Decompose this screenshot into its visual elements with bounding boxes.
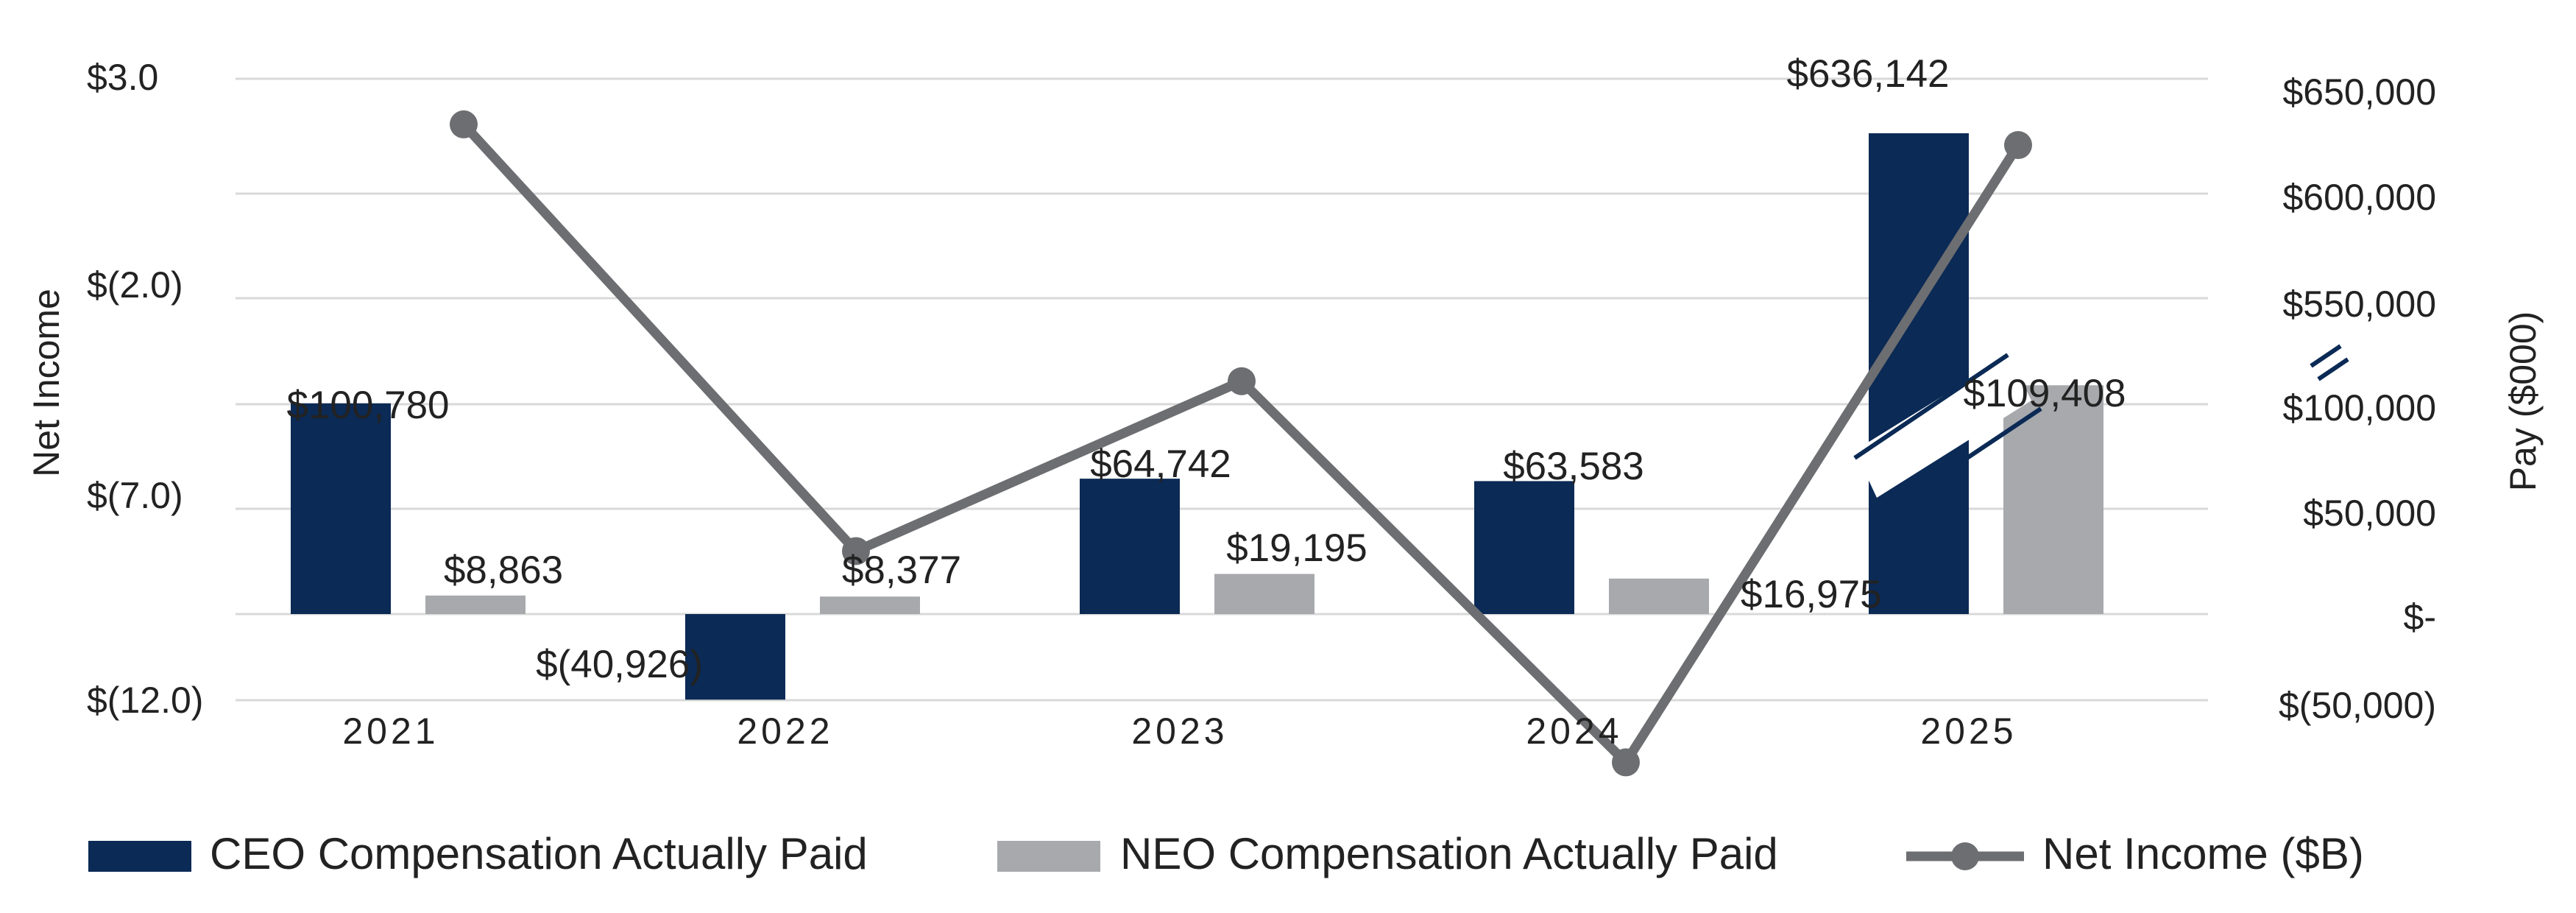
neo-bar-2021 — [425, 595, 526, 614]
neo-data-label-2024: $16,975 — [1741, 573, 1882, 616]
ceo-data-label-2024: $63,583 — [1503, 445, 1644, 488]
net-income-point-2025 — [2004, 131, 2032, 160]
axis-break-slash-1 — [2310, 344, 2342, 368]
legend-swatch-neo — [997, 841, 1100, 872]
left-tick-label: $3.0 — [87, 57, 158, 98]
right-tick-label: $650,000 — [2282, 71, 2436, 113]
right-tick-label: $100,000 — [2282, 387, 2436, 429]
right-tick-label: $550,000 — [2282, 283, 2436, 325]
right-tick-label: $600,000 — [2282, 177, 2436, 218]
x-tick-label-2025: 2025 — [1920, 711, 2017, 752]
axis-break-slash-2 — [2317, 357, 2349, 381]
net-income-line-layer — [450, 110, 2032, 777]
chart-text: $100,780 $(40,926) $64,742 $63,583 $636,142 $… — [26, 52, 2544, 752]
net-income-point-2021 — [450, 110, 478, 138]
net-income-point-2024 — [1612, 748, 1640, 777]
ceo-bar-2023 — [1080, 479, 1180, 614]
ceo-bar-2022 — [685, 614, 785, 700]
legend-swatch-ceo — [88, 841, 191, 872]
left-tick-label: $(2.0) — [87, 264, 183, 306]
legend: CEO Compensation Actually Paid NEO Compen… — [88, 829, 2364, 878]
net-income-point-2022 — [842, 537, 870, 565]
neo-bar-2025 — [2003, 385, 2103, 614]
legend-label-neo: NEO Compensation Actually Paid — [1120, 829, 1778, 878]
x-tick-label-2022: 2022 — [737, 711, 833, 752]
ceo-bar-2025 — [1869, 133, 1969, 614]
bar-break-line-bottom — [1886, 406, 2042, 513]
net-income-point-2023 — [1228, 367, 1256, 395]
legend-label-net-income: Net Income ($B) — [2042, 829, 2364, 878]
ceo-data-label-2021: $100,780 — [286, 384, 449, 427]
neo-data-label-2022: $8,377 — [842, 549, 961, 592]
x-tick-label-2024: 2024 — [1526, 711, 1622, 752]
axis-break — [1853, 344, 2349, 513]
left-tick-label: $(12.0) — [87, 680, 203, 721]
legend-label-ceo: CEO Compensation Actually Paid — [210, 829, 868, 878]
neo-data-label-2023: $19,195 — [1226, 526, 1367, 570]
neo-bar-2022 — [820, 596, 920, 614]
x-tick-label-2023: 2023 — [1131, 711, 1228, 752]
ceo-data-label-2025: $636,142 — [1786, 52, 1949, 96]
neo-data-label-2021: $8,863 — [444, 549, 563, 592]
ceo-data-label-2023: $64,742 — [1090, 443, 1231, 486]
legend-swatch-marker — [1951, 842, 1979, 870]
ceo-data-label-2022: $(40,926) — [536, 643, 703, 686]
left-tick-label: $(7.0) — [87, 475, 183, 516]
ceo-bar-2021 — [291, 403, 391, 614]
bar-break-line-top — [1853, 353, 2009, 460]
left-axis-title: Net Income — [26, 289, 67, 477]
neo-bar-2023 — [1214, 574, 1314, 614]
neo-bar-2024 — [1609, 578, 1709, 614]
bars — [291, 133, 2103, 700]
ceo-bar-2024 — [1474, 481, 1574, 614]
bar-break-gap — [1855, 355, 2031, 498]
x-tick-label-2021: 2021 — [342, 711, 439, 752]
right-axis-title: Pay ($000) — [2502, 311, 2544, 492]
right-tick-label: $(50,000) — [2279, 685, 2436, 726]
right-tick-label: $50,000 — [2303, 493, 2436, 534]
neo-data-label-2025: $109,408 — [1963, 372, 2126, 415]
right-tick-label: $- — [2404, 596, 2436, 638]
